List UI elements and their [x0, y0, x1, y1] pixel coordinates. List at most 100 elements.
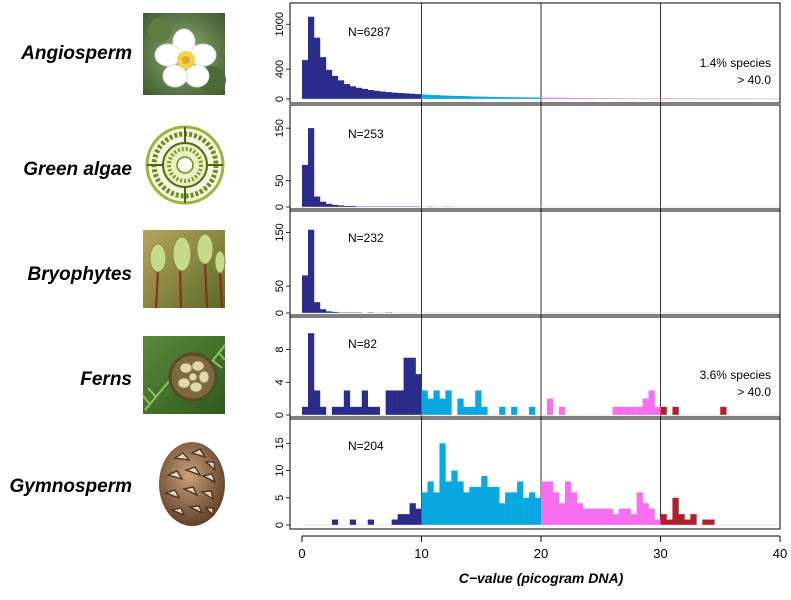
angiosperm-bar — [421, 94, 428, 99]
gymnosperm-bar — [564, 481, 572, 525]
angiosperm-bar — [319, 57, 327, 99]
gymnosperm-bar — [684, 519, 691, 525]
angiosperm-bar — [511, 97, 518, 99]
group-label-green-algae: Green algae — [23, 159, 132, 180]
ferns-y-tick-label: 0 — [274, 412, 286, 418]
ferns-bar — [361, 390, 369, 415]
bryophytes-bar — [313, 302, 321, 313]
ferns-bar — [397, 390, 404, 415]
ferns-y-tick-label: 8 — [274, 346, 286, 352]
gymnosperm-bar — [469, 486, 476, 525]
ferns-bar — [546, 398, 554, 415]
ferns-bar — [612, 406, 619, 415]
angiosperm-bar — [487, 96, 494, 99]
angiosperm-bar — [505, 97, 512, 99]
gymnosperm-bar — [642, 503, 649, 525]
ferns-bar — [529, 406, 536, 415]
ferns-bar — [445, 390, 452, 415]
gymnosperm-bar — [331, 519, 339, 525]
x-tick-label-40: 40 — [773, 546, 787, 561]
ferns-bar — [499, 406, 506, 415]
panel-frames — [289, 2, 781, 530]
angiosperm-bar — [415, 94, 422, 99]
gymnosperm-bar — [666, 519, 673, 525]
gymnosperm-bar — [349, 519, 357, 525]
angiosperm-bar — [403, 93, 410, 99]
gymnosperm-bar — [445, 481, 452, 525]
gymnosperm-bar — [576, 503, 584, 525]
bryophytes-y-axis: 0 50 150 — [274, 223, 290, 316]
bryophytes-y-tick-label: 150 — [274, 223, 286, 241]
gymnosperm-sample-size: N=204 — [348, 439, 384, 453]
ferns-bar — [349, 406, 357, 415]
green-algae-bar — [319, 201, 327, 207]
green-algae-y-tick-label: 150 — [274, 119, 286, 137]
green-algae-bar — [331, 204, 339, 207]
histogram-bars — [302, 16, 781, 525]
gymnosperm-bar — [475, 486, 482, 525]
gymnosperm-bar — [702, 519, 709, 525]
panel-annotations: N=6287 1.4% species > 40.0 N=253 N=232 N=82 3.… — [348, 25, 771, 453]
angiosperm-bar — [588, 98, 596, 99]
ferns-bar — [511, 406, 518, 415]
gymnosperm-bar — [618, 508, 625, 525]
angiosperm-bar — [349, 86, 357, 99]
gymnosperm-bar — [493, 486, 500, 525]
angiosperm-bar — [367, 90, 374, 99]
ferns-sample-size: N=82 — [348, 337, 377, 351]
ferns-bar — [720, 406, 727, 415]
gymnosperm-bar — [403, 514, 410, 525]
angiosperm-bar — [451, 95, 458, 99]
x-tick-label-0: 0 — [298, 546, 305, 561]
moss-capsules-image — [143, 230, 226, 309]
gymnosperm-bar — [612, 514, 619, 525]
angiosperm-bar — [576, 98, 584, 99]
angiosperm-bar — [606, 98, 613, 99]
bryophytes-y-tick-label: 0 — [274, 310, 286, 316]
gymnosperm-bar — [523, 497, 530, 525]
gymnosperm-bar — [511, 492, 518, 525]
angiosperm-bar — [307, 16, 315, 100]
gymnosperm-bar — [367, 519, 374, 525]
gymnosperm-bar — [529, 492, 536, 525]
x-axis-label: C−value (picogram DNA) — [459, 570, 624, 586]
ferns-bar — [642, 398, 649, 415]
green-algae-bar — [302, 164, 309, 207]
ferns-bar — [630, 406, 637, 415]
angiosperm-y-axis: 0 400 1000 — [274, 12, 290, 102]
gymnosperm-bar — [451, 470, 458, 525]
gymnosperm-bar — [606, 508, 613, 525]
angiosperm-bar — [355, 87, 363, 99]
bryophytes-bar — [307, 229, 315, 313]
angiosperm-tail-note: > 40.0 — [737, 73, 771, 87]
ferns-bar — [367, 406, 374, 415]
ferns-bar — [421, 390, 428, 415]
ferns-panel-frame — [289, 314, 781, 420]
ferns-bar — [654, 406, 661, 415]
gridlines — [421, 3, 661, 525]
bryophytes-bar — [319, 309, 327, 313]
angiosperm-bar — [594, 98, 602, 99]
ferns-bar — [475, 390, 482, 415]
angiosperm-bar — [385, 92, 392, 99]
group-labels: Angiosperm Green algae Bryophytes Ferns … — [10, 43, 133, 497]
gymnosperm-bar — [600, 508, 608, 525]
ferns-bar — [463, 406, 470, 415]
angiosperm-bar — [313, 37, 321, 99]
green-algae-bar — [307, 128, 315, 207]
ferns-bar — [433, 390, 440, 415]
gymnosperm-bar — [678, 514, 685, 525]
ferns-bar — [672, 406, 679, 415]
bryophytes-bar — [331, 311, 339, 313]
angiosperm-bar — [481, 96, 488, 99]
bryophytes-bar — [302, 275, 309, 313]
gymnosperm-bar — [624, 508, 631, 525]
ferns-bar — [481, 406, 488, 415]
gymnosperm-bar — [654, 519, 661, 525]
angiosperm-bar — [302, 60, 309, 99]
ferns-tail-note: > 40.0 — [737, 385, 771, 399]
group-label-bryophytes: Bryophytes — [27, 264, 132, 285]
gymnosperm-y-tick-label: 5 — [274, 495, 286, 501]
angiosperm-bar — [343, 84, 351, 99]
